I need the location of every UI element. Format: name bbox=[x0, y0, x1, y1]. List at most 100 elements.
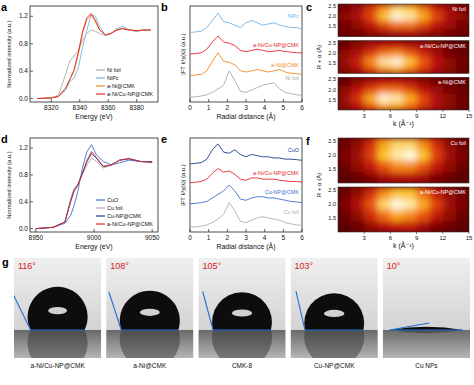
heatmap-cell bbox=[338, 172, 352, 183]
x-tick-label: 2 bbox=[226, 234, 230, 241]
heatmap-cell bbox=[377, 221, 391, 232]
legend-swatch bbox=[96, 69, 105, 70]
plot-area bbox=[36, 145, 152, 229]
x-tick bbox=[390, 232, 391, 234]
heatmap-cell bbox=[351, 20, 365, 29]
heatmap-cell bbox=[390, 149, 404, 161]
heatmap-blur bbox=[338, 41, 469, 74]
droplet-reflection bbox=[304, 330, 364, 358]
image-background bbox=[383, 258, 470, 358]
heatmap-cell bbox=[338, 102, 352, 110]
heatmap-cell bbox=[430, 4, 444, 13]
heatmap-cell bbox=[351, 29, 365, 37]
heatmap-cell bbox=[404, 65, 418, 73]
y-tick-label: 0.4 bbox=[19, 67, 28, 74]
heatmap-cell bbox=[456, 149, 469, 161]
x-tick-label: 6 bbox=[389, 235, 393, 241]
y-tick bbox=[338, 26, 340, 27]
series-label: Cu foil bbox=[283, 209, 299, 215]
heatmap-cell bbox=[443, 198, 457, 210]
y-tick-label: 1.5 bbox=[328, 215, 336, 221]
heatmap-cell bbox=[417, 77, 431, 86]
heatmap-cell bbox=[364, 172, 378, 183]
y-tick-label: 2.0 bbox=[328, 50, 336, 56]
heatmap-cell bbox=[443, 65, 457, 73]
heatmap-blur bbox=[338, 138, 469, 183]
heatmap-cells bbox=[338, 77, 469, 110]
heatmap-cell bbox=[390, 4, 404, 13]
y-tick-label: 0.8 bbox=[19, 171, 28, 178]
y-tick-label: 0.4 bbox=[19, 198, 28, 205]
heatmap-cell bbox=[351, 187, 365, 199]
heatmap-cell bbox=[404, 86, 418, 95]
x-tick bbox=[302, 99, 303, 102]
x-tick-label: 9000 bbox=[87, 234, 102, 241]
map-background bbox=[338, 138, 469, 183]
y-tick-label: 2.0 bbox=[328, 13, 336, 19]
heatmap-cell bbox=[364, 210, 378, 222]
baseline bbox=[305, 329, 363, 330]
sample-label: a-Ni@CMK bbox=[133, 362, 167, 369]
x-tick bbox=[190, 229, 191, 232]
heatmap-cell bbox=[338, 149, 352, 161]
heatmap-cell bbox=[351, 172, 365, 183]
heatmap-cell bbox=[390, 12, 404, 21]
heatmap-cell bbox=[430, 20, 444, 29]
heatmap-cell bbox=[351, 94, 365, 103]
heatmap-cell bbox=[417, 149, 431, 161]
heatmap-cell bbox=[417, 12, 431, 21]
legend-swatch bbox=[96, 207, 105, 208]
legend-swatch bbox=[96, 199, 105, 200]
heatmap-cell bbox=[338, 57, 352, 66]
x-tick-label: 5 bbox=[282, 234, 286, 241]
x-tick bbox=[390, 110, 391, 112]
heatmap-cell bbox=[390, 161, 404, 173]
x-tick-label: 8320 bbox=[44, 104, 59, 111]
x-tick-label: 3 bbox=[244, 104, 248, 111]
heatmap-cell bbox=[377, 187, 391, 199]
heatmap-cell bbox=[456, 172, 469, 183]
heatmap-cells bbox=[338, 138, 469, 183]
heatmap-cell bbox=[364, 12, 378, 21]
x-tick bbox=[364, 110, 365, 112]
heatmap-cell bbox=[390, 198, 404, 210]
map-label: a-Ni/Cu-NP@CMK bbox=[420, 43, 466, 49]
heatmap-cell bbox=[430, 210, 444, 222]
heatmap-cell bbox=[456, 210, 469, 222]
contact-image bbox=[198, 258, 285, 358]
heatmap-cells bbox=[338, 187, 469, 232]
heatmap-cell bbox=[404, 57, 418, 66]
legend-label: a-Ni/Cu-NP@CMK bbox=[107, 221, 153, 227]
legend-label: Cu foil bbox=[107, 205, 123, 211]
heatmap-cell bbox=[351, 41, 365, 50]
series-line bbox=[36, 153, 152, 228]
legend-label: NiPc bbox=[107, 75, 119, 81]
legend-swatch bbox=[96, 223, 105, 224]
y-tick bbox=[30, 228, 33, 229]
x-axis-label: k (Å⁻¹) bbox=[393, 119, 414, 128]
heatmap-cell bbox=[351, 198, 365, 210]
heatmap-cell bbox=[456, 102, 469, 110]
heatmap-cell bbox=[390, 187, 404, 199]
heatmap-cell bbox=[443, 57, 457, 66]
x-tick bbox=[136, 99, 137, 102]
x-tick bbox=[35, 229, 36, 232]
panel-label: e bbox=[161, 133, 167, 145]
heatmap-cell bbox=[417, 57, 431, 66]
y-tick-label: 2.0 bbox=[328, 87, 336, 93]
heatmap-cell bbox=[390, 172, 404, 183]
heatmap-cell bbox=[443, 172, 457, 183]
heatmap-cell bbox=[404, 29, 418, 37]
series-label: Cu-NP@CMK bbox=[265, 189, 300, 195]
heatmap-cell bbox=[443, 210, 457, 222]
angle-label: 103° bbox=[295, 261, 314, 271]
angle-label: 10° bbox=[387, 261, 401, 271]
y-tick bbox=[338, 168, 340, 169]
x-tick-label: 0 bbox=[188, 104, 192, 111]
heatmap-cell bbox=[404, 4, 418, 13]
panel-label: b bbox=[161, 1, 168, 13]
x-tick bbox=[469, 110, 470, 112]
x-tick bbox=[108, 99, 109, 102]
heatmap-cell bbox=[443, 20, 457, 29]
heatmap-cell bbox=[377, 198, 391, 210]
